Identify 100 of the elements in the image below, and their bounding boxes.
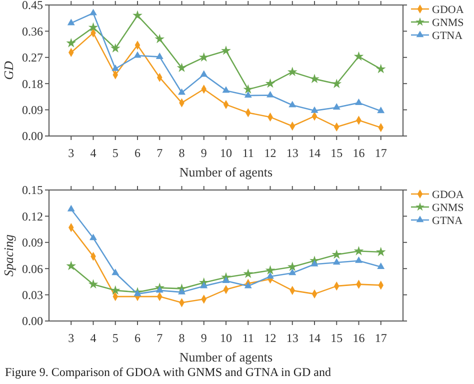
x-tick-label: 16 [352, 146, 365, 160]
x-tick-label: 6 [134, 146, 140, 160]
point [66, 260, 76, 270]
point [377, 106, 385, 114]
x-tick-label: 13 [286, 331, 298, 346]
x-tick-label: 12 [264, 331, 276, 346]
point [156, 286, 164, 293]
point [332, 258, 340, 265]
x-tick-label: 7 [156, 331, 163, 346]
point [200, 282, 208, 288]
x-tick-label: 12 [264, 146, 276, 160]
x-tick-label: 3 [68, 146, 74, 160]
point [90, 8, 97, 16]
point [200, 70, 208, 77]
point [332, 103, 340, 110]
x-axis-title: Number of agents [179, 350, 273, 365]
point [266, 272, 274, 279]
legend-label: GNMS [432, 202, 464, 214]
y-tick-label: 0.09 [22, 103, 43, 117]
x-tick-label: 15 [330, 331, 343, 346]
point [176, 62, 187, 72]
legend-label: GTNA [432, 30, 463, 42]
point [376, 246, 386, 256]
point [265, 265, 276, 275]
x-tick-label: 15 [330, 146, 343, 160]
point [376, 64, 386, 74]
x-tick-label: 5 [112, 331, 118, 346]
y-tick-label: 0.03 [22, 288, 43, 302]
point [332, 249, 342, 259]
y-tick-label: 0.09 [22, 236, 43, 250]
point [67, 18, 75, 26]
point [377, 262, 385, 269]
point [110, 285, 120, 295]
point [90, 234, 97, 240]
x-tick-label: 4 [90, 146, 96, 160]
x-tick-label: 10 [220, 331, 232, 346]
x-tick-label: 9 [200, 331, 207, 346]
point [178, 288, 186, 294]
y-tick-label: 0.06 [22, 262, 43, 276]
legend-label: GDOA [432, 4, 464, 16]
point [112, 268, 120, 276]
x-tick-label: 17 [374, 331, 387, 346]
x-tick-label: 3 [68, 331, 74, 346]
x-tick-label: 14 [308, 331, 320, 346]
point [110, 43, 120, 53]
y-tick-label: 0.00 [22, 314, 43, 328]
point [355, 256, 362, 263]
legend-label: GDOA [432, 188, 464, 201]
point [310, 260, 318, 266]
point [354, 51, 364, 61]
y-tick-label: 0.27 [22, 50, 43, 65]
x-tick-label: 11 [242, 331, 254, 346]
point [88, 279, 98, 288]
x-axis-title: Number of agents [179, 164, 273, 180]
point [222, 86, 230, 93]
point [156, 52, 164, 59]
y-tick-label: 0.00 [22, 129, 43, 144]
y-tick-label: 0.45 [22, 0, 43, 12]
point [154, 34, 165, 44]
point [221, 46, 231, 55]
caption: Figure 9. Comparison of GDOA with GNMS and GTNA in GD and [5, 365, 331, 380]
point [88, 22, 98, 32]
point [354, 246, 364, 256]
point [355, 98, 362, 105]
point [134, 290, 142, 296]
y-tick-label: 0.18 [22, 76, 43, 91]
x-tick-label: 17 [374, 146, 387, 160]
point [112, 64, 120, 71]
x-tick-label: 14 [308, 146, 320, 160]
point [134, 51, 142, 58]
point [244, 282, 252, 288]
point [288, 268, 296, 276]
x-tick-label: 11 [242, 146, 254, 160]
point [287, 262, 298, 272]
point [243, 84, 254, 94]
point [67, 204, 75, 212]
x-tick-label: 5 [112, 146, 118, 160]
x-tick-label: 16 [352, 331, 365, 346]
y-axis-title: Spacing [1, 234, 16, 276]
point [244, 91, 252, 98]
point [332, 78, 342, 88]
point [66, 38, 76, 48]
point [287, 66, 298, 76]
x-tick-label: 10 [220, 146, 232, 160]
point [310, 106, 318, 113]
x-tick-label: 13 [286, 146, 298, 160]
x-tick-label: 6 [134, 331, 140, 346]
y-axis-title: GD [1, 60, 16, 80]
point [288, 100, 296, 108]
x-tick-label: 9 [200, 146, 207, 160]
y-tick-label: 0.36 [22, 24, 43, 38]
x-tick-label: 7 [156, 146, 163, 160]
point [243, 268, 254, 278]
point [198, 52, 209, 62]
point [265, 78, 276, 88]
legend-label: GNMS [432, 16, 464, 29]
point [266, 90, 274, 98]
x-tick-label: 4 [90, 331, 96, 346]
x-tick-label: 8 [178, 331, 185, 346]
point [310, 74, 320, 84]
